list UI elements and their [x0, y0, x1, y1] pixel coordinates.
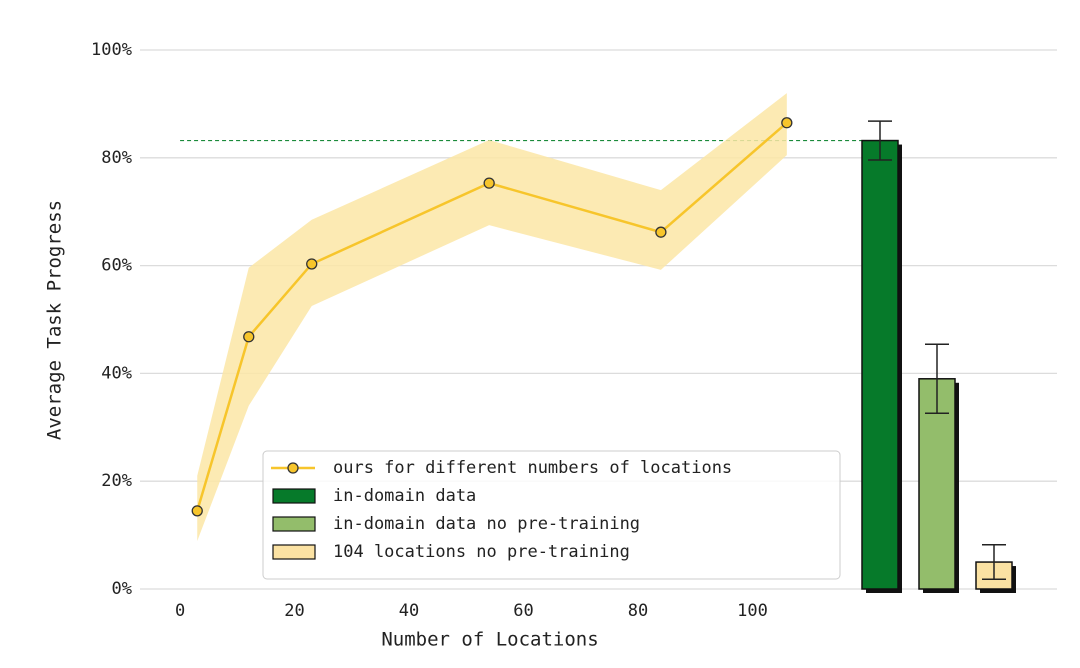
bar	[861, 139, 899, 590]
legend-label: ours for different numbers of locations	[333, 458, 732, 478]
confidence-band	[197, 93, 787, 542]
legend-swatch	[272, 488, 316, 504]
y-tick-label: 20%	[101, 471, 132, 491]
x-tick-label: 100	[737, 601, 768, 621]
x-tick-label: 20	[284, 601, 304, 621]
y-tick-label: 100%	[91, 40, 132, 60]
x-tick-label: 80	[628, 601, 648, 621]
legend-label: in-domain data	[333, 486, 476, 506]
legend-swatch	[287, 462, 299, 474]
point	[483, 177, 495, 189]
legend-label: in-domain data no pre-training	[333, 514, 640, 534]
point	[655, 226, 667, 238]
y-tick-label: 60%	[101, 256, 132, 276]
legend-label: 104 locations no pre-training	[333, 542, 630, 562]
y-tick-label: 80%	[101, 148, 132, 168]
point	[243, 331, 255, 343]
y-axis-label: Average Task Progress	[44, 200, 66, 440]
x-tick-label: 0	[175, 601, 185, 621]
legend-swatch	[272, 516, 316, 532]
line	[196, 121, 788, 512]
legend-box	[262, 450, 841, 580]
y-tick-label: 0%	[112, 579, 132, 599]
point	[781, 117, 793, 129]
x-axis-label: Number of Locations	[381, 629, 598, 651]
y-tick-label: 40%	[101, 363, 132, 383]
legend-swatch	[272, 544, 316, 560]
x-tick-label: 40	[399, 601, 419, 621]
x-tick-label: 60	[513, 601, 533, 621]
point	[306, 258, 318, 270]
point	[191, 505, 203, 517]
